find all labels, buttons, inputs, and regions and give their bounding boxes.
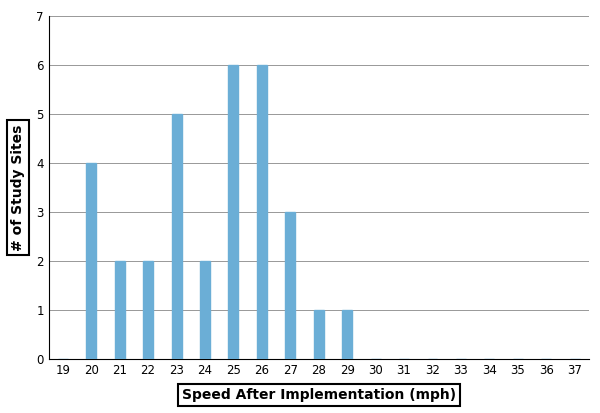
Bar <box>314 310 324 359</box>
Bar <box>286 212 295 359</box>
Y-axis label: # of Study Sites: # of Study Sites <box>11 124 25 251</box>
Bar <box>172 114 182 359</box>
Bar <box>143 261 153 359</box>
Bar <box>200 261 210 359</box>
Bar <box>342 310 352 359</box>
Bar <box>86 163 96 359</box>
X-axis label: Speed After Implementation (mph): Speed After Implementation (mph) <box>182 388 456 402</box>
Bar <box>229 65 238 359</box>
Bar <box>257 65 267 359</box>
Bar <box>115 261 125 359</box>
